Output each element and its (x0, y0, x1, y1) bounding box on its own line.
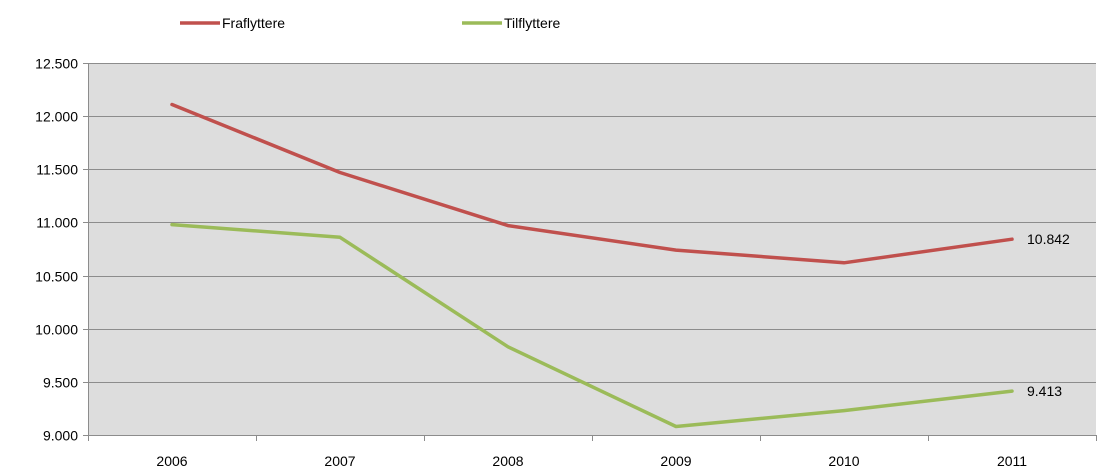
y-axis: 9.000 9.500 10.000 10.500 11.000 11.500 12.000… (35, 56, 89, 444)
y-tick-label: 10.000 (35, 322, 78, 338)
series-line-tilflyttere (170, 222, 1014, 429)
y-tick-label: 11.000 (36, 215, 78, 231)
x-axis: 2006 2007 2008 2009 2010 2011 (88, 435, 1097, 469)
x-tick-label: 2006 (156, 453, 187, 469)
y-tick-label: 12.500 (35, 56, 78, 72)
data-label: 10.842 (1027, 231, 1070, 247)
legend-label: Fraflyttere (222, 15, 285, 31)
series-lines (170, 102, 1014, 429)
y-tick-label: 9.500 (43, 375, 78, 391)
x-tick-label: 2010 (828, 453, 859, 469)
x-tick-label: 2011 (997, 453, 1027, 469)
y-tick-label: 9.000 (43, 428, 78, 444)
series-line-fraflyttere (170, 102, 1014, 265)
y-tick-label: 11.500 (36, 162, 78, 178)
data-labels: 10.842 9.413 (1027, 231, 1070, 399)
legend-label: Tilflyttere (504, 15, 560, 31)
y-tick-label: 10.500 (35, 269, 78, 285)
gridlines (88, 63, 1096, 383)
y-tick-label: 12.000 (35, 109, 78, 125)
data-label: 9.413 (1027, 383, 1062, 399)
plot-area (88, 63, 1096, 435)
x-tick-label: 2008 (492, 453, 523, 469)
x-tick-label: 2009 (660, 453, 691, 469)
x-tick-label: 2007 (324, 453, 355, 469)
legend: Fraflyttere Tilflyttere (180, 15, 560, 31)
